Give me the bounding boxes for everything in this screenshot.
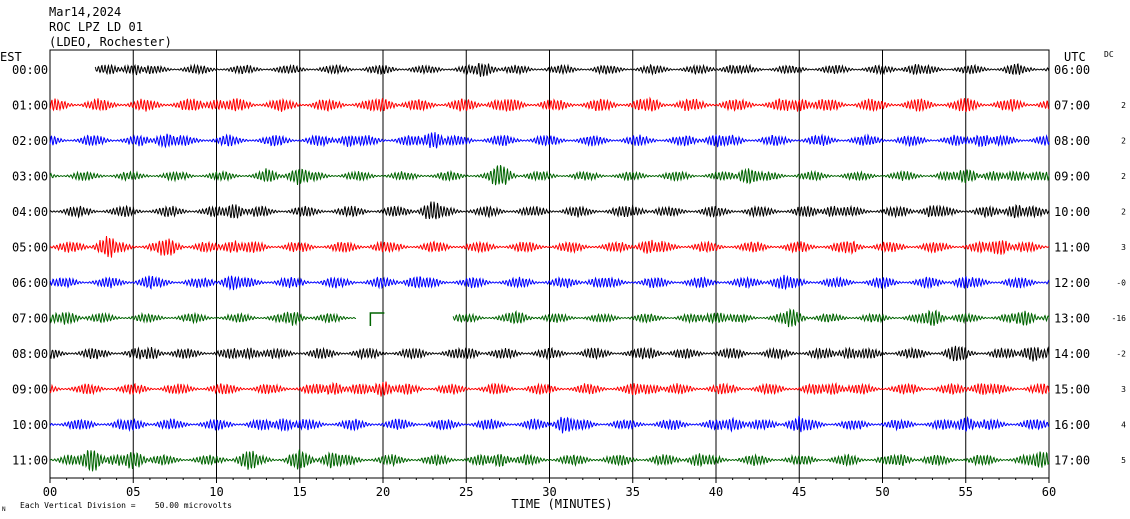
- row-utc-label: 11:00: [1054, 241, 1090, 255]
- row-est-label: 09:00: [12, 383, 48, 397]
- header-date: Mar14,2024: [49, 5, 121, 19]
- row-dc-value: -0: [1116, 279, 1126, 288]
- row-utc-label: 16:00: [1054, 418, 1090, 432]
- left-timezone-label: EST: [0, 50, 22, 64]
- row-utc-label: 12:00: [1054, 276, 1090, 290]
- row-dc-value: -16: [1112, 314, 1127, 323]
- row-dc-value: 2: [1121, 172, 1126, 181]
- row-est-label: 00:00: [12, 63, 48, 77]
- x-axis-title: TIME (MINUTES): [511, 497, 612, 511]
- row-utc-label: 10:00: [1054, 205, 1090, 219]
- x-tick-label: 35: [626, 485, 640, 499]
- x-tick-label: 00: [43, 485, 57, 499]
- right-timezone-label: UTC: [1064, 50, 1086, 64]
- row-dc-value: 3: [1121, 243, 1126, 252]
- x-tick-label: 40: [709, 485, 723, 499]
- row-utc-label: 14:00: [1054, 347, 1090, 361]
- trace-line: [49, 274, 1050, 291]
- row-utc-label: 13:00: [1054, 312, 1090, 326]
- row-est-label: 10:00: [12, 418, 48, 432]
- x-tick-label: 20: [376, 485, 390, 499]
- row-utc-label: 17:00: [1054, 454, 1090, 468]
- x-tick-label: 55: [959, 485, 973, 499]
- trace-line: [49, 96, 1050, 113]
- row-est-label: 01:00: [12, 99, 48, 113]
- calibration-pulse: [369, 312, 385, 326]
- trace-line: [49, 381, 1050, 397]
- header-network: (LDEO, Rochester): [49, 35, 172, 49]
- row-dc-value: 3: [1121, 385, 1126, 394]
- corner-mark: N: [2, 506, 6, 513]
- row-dc-value: 4: [1121, 421, 1126, 430]
- header-station: ROC LPZ LD 01: [49, 20, 143, 34]
- row-dc-value: 2: [1121, 101, 1126, 110]
- x-tick-label: 45: [792, 485, 806, 499]
- row-est-label: 11:00: [12, 454, 48, 468]
- x-tick-label: 05: [126, 485, 140, 499]
- x-tick-label: 25: [459, 485, 473, 499]
- row-est-label: 06:00: [12, 276, 48, 290]
- row-est-label: 04:00: [12, 205, 48, 219]
- x-tick-label: 10: [209, 485, 223, 499]
- x-tick-label: 30: [542, 485, 556, 499]
- row-utc-label: 08:00: [1054, 134, 1090, 148]
- row-est-label: 07:00: [12, 312, 48, 326]
- x-tick-label: 50: [875, 485, 889, 499]
- x-tick-label: 15: [293, 485, 307, 499]
- row-est-label: 08:00: [12, 347, 48, 361]
- scale-note: Each Vertical Division = 50.00 microvolt…: [20, 501, 232, 510]
- row-est-label: 05:00: [12, 241, 48, 255]
- x-tick-label: 60: [1042, 485, 1056, 499]
- row-utc-label: 15:00: [1054, 383, 1090, 397]
- trace-line: [49, 449, 1050, 472]
- trace-line: [49, 307, 1050, 328]
- trace-line: [49, 164, 1050, 186]
- row-est-label: 02:00: [12, 134, 48, 148]
- row-utc-label: 06:00: [1054, 63, 1090, 77]
- trace-line: [94, 62, 1050, 77]
- trace-line: [49, 415, 1050, 434]
- trace-line: [49, 345, 1050, 362]
- row-dc-value: 2: [1121, 137, 1126, 146]
- trace-line: [49, 201, 1050, 220]
- trace-line: [49, 132, 1050, 149]
- row-est-label: 03:00: [12, 170, 48, 184]
- row-utc-label: 07:00: [1054, 99, 1090, 113]
- row-dc-value: 2: [1121, 208, 1126, 217]
- row-dc-value: 5: [1121, 456, 1126, 465]
- trace-line: [49, 236, 1050, 258]
- row-dc-value: -2: [1116, 350, 1126, 359]
- row-utc-label: 09:00: [1054, 170, 1090, 184]
- dc-header-label: DC: [1104, 50, 1114, 59]
